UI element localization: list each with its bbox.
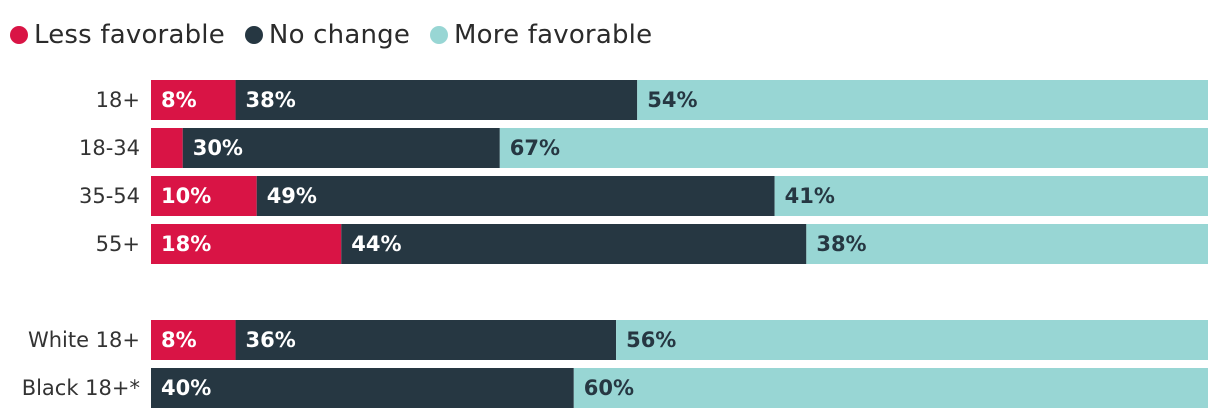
legend-swatch-more-favorable bbox=[430, 26, 449, 44]
value-label-more-favorable-white-18: 56% bbox=[626, 328, 676, 352]
bar-no-change-18 bbox=[235, 80, 638, 120]
value-label-less-favorable-white-18: 8% bbox=[161, 328, 197, 352]
value-label-more-favorable-55: 38% bbox=[816, 232, 866, 256]
bar-no-change-55 bbox=[341, 224, 807, 264]
legend-label-no-change: No change bbox=[268, 20, 411, 50]
bar-more-favorable-55 bbox=[806, 224, 1208, 264]
value-label-less-favorable-18: 8% bbox=[161, 88, 197, 112]
legend-item-no-change: No change bbox=[244, 20, 411, 50]
bar-less-favorable-white-18 bbox=[151, 320, 236, 360]
value-label-no-change-55: 44% bbox=[351, 232, 401, 256]
value-label-less-favorable-35-54: 10% bbox=[161, 184, 211, 208]
bar-no-change-35-54 bbox=[256, 176, 775, 216]
legend-label-more-favorable: More favorable bbox=[454, 20, 653, 50]
value-label-more-favorable-black-18: 60% bbox=[584, 376, 634, 400]
category-label-18-34: 18-34 bbox=[79, 136, 140, 160]
bar-more-favorable-black-18 bbox=[573, 368, 1208, 408]
bar-more-favorable-white-18 bbox=[616, 320, 1208, 360]
value-label-no-change-white-18: 36% bbox=[246, 328, 296, 352]
category-label-55: 55+ bbox=[96, 232, 140, 256]
value-label-more-favorable-18: 54% bbox=[647, 88, 697, 112]
bar-more-favorable-18-34 bbox=[499, 128, 1208, 168]
value-label-more-favorable-35-54: 41% bbox=[785, 184, 835, 208]
bar-more-favorable-18 bbox=[637, 80, 1208, 120]
value-label-more-favorable-18-34: 67% bbox=[510, 136, 560, 160]
legend-swatch-no-change bbox=[244, 26, 263, 44]
bar-less-favorable-55 bbox=[151, 224, 342, 264]
bar-less-favorable-18 bbox=[151, 80, 236, 120]
value-label-no-change-18: 38% bbox=[246, 88, 296, 112]
category-label-white-18: White 18+ bbox=[28, 328, 140, 352]
category-label-black-18: Black 18+* bbox=[22, 376, 140, 400]
bar-less-favorable-35-54 bbox=[151, 176, 257, 216]
legend-item-less-favorable: Less favorable bbox=[10, 20, 225, 50]
legend-label-less-favorable: Less favorable bbox=[34, 20, 225, 50]
category-label-35-54: 35-54 bbox=[79, 184, 140, 208]
category-label-18: 18+ bbox=[96, 88, 140, 112]
value-label-no-change-35-54: 49% bbox=[267, 184, 317, 208]
value-label-no-change-black-18: 40% bbox=[161, 376, 211, 400]
legend-swatch-less-favorable bbox=[10, 26, 28, 44]
bar-less-favorable-18-34 bbox=[151, 128, 183, 168]
value-label-less-favorable-55: 18% bbox=[161, 232, 211, 256]
legend: Less favorable No change More favorable bbox=[10, 17, 672, 53]
bar-no-change-black-18 bbox=[151, 368, 574, 408]
bar-no-change-white-18 bbox=[235, 320, 617, 360]
value-label-no-change-18-34: 30% bbox=[193, 136, 243, 160]
bar-more-favorable-35-54 bbox=[774, 176, 1208, 216]
legend-item-more-favorable: More favorable bbox=[430, 20, 652, 50]
bar-no-change-18-34 bbox=[182, 128, 500, 168]
